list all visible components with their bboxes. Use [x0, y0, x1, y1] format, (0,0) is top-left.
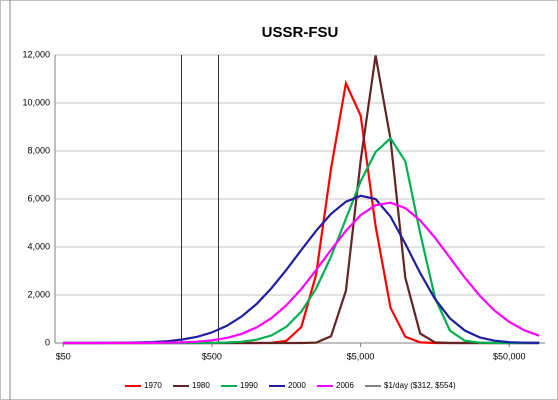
series-line: [63, 201, 540, 345]
legend-label: 1990: [240, 381, 258, 390]
y-tick-label: 12,000: [22, 49, 50, 59]
legend-label: 2006: [336, 381, 354, 390]
legend-label: 1980: [192, 381, 210, 390]
y-tick-label: 6,000: [27, 193, 50, 203]
x-tick-label: $500: [202, 351, 222, 361]
y-tick-label: 4,000: [27, 241, 50, 251]
y-tick-label: 0: [45, 337, 50, 347]
chart-title: USSR-FSU: [262, 24, 339, 41]
x-tick-label: $5,000: [347, 351, 375, 361]
y-tick-label: 10,000: [22, 97, 50, 107]
x-tick-label: $50,000: [493, 351, 526, 361]
legend-label: 1970: [144, 381, 162, 390]
x-tick-label: $50: [56, 351, 71, 361]
y-tick-label: 8,000: [27, 145, 50, 155]
legend-label: $1/day ($312, $554): [384, 381, 456, 390]
y-tick-label: 2,000: [27, 289, 50, 299]
legend-label: 2000: [288, 381, 306, 390]
